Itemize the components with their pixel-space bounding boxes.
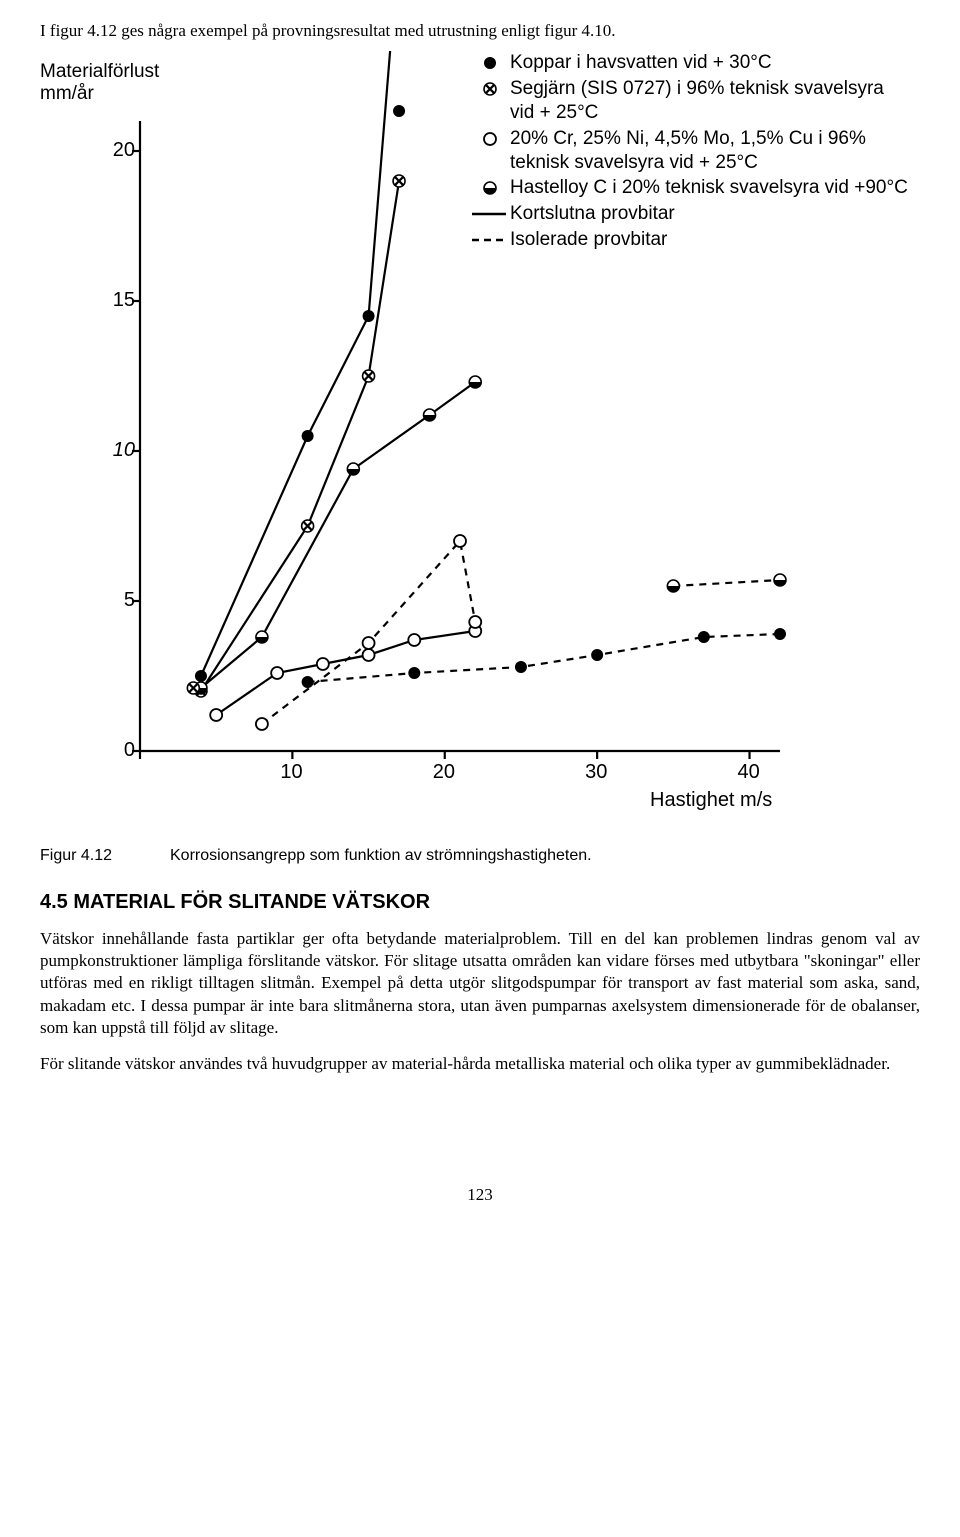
body-paragraph-1: Vätskor innehållande fasta partiklar ger… (40, 928, 920, 1038)
legend-item: Kortslutna provbitar (470, 202, 910, 226)
x-axis-label: Hastighet m/s (650, 789, 772, 812)
legend-text: Hastelloy C i 20% teknisk svavelsyra vid… (510, 176, 910, 200)
intro-paragraph: I figur 4.12 ges några exempel på provni… (40, 20, 920, 41)
legend-text: Koppar i havsvatten vid + 30°C (510, 51, 910, 75)
legend-item: Hastelloy C i 20% teknisk svavelsyra vid… (470, 176, 910, 200)
chart-legend: Koppar i havsvatten vid + 30°CSegjärn (S… (470, 51, 910, 254)
x-tick-label: 30 (585, 761, 607, 784)
legend-text: Kortslutna provbitar (510, 202, 910, 226)
figure-caption: Figur 4.12 Korrosionsangrepp som funktio… (40, 847, 920, 865)
page-number: 123 (40, 1185, 920, 1205)
legend-text: Segjärn (SIS 0727) i 96% teknisk svavels… (510, 77, 910, 125)
figure-caption-text: Korrosionsangrepp som funktion av strömn… (170, 847, 592, 865)
x-tick-label: 10 (280, 761, 302, 784)
legend-marker-open (470, 127, 510, 151)
x-tick-label: 20 (433, 761, 455, 784)
y-tick-label: 0 (95, 739, 135, 762)
section-heading: 4.5 MATERIAL FÖR SLITANDE VÄTSKOR (40, 891, 920, 914)
y-tick-label: 5 (95, 589, 135, 612)
y-tick-label: 10 (95, 439, 135, 462)
x-tick-label: 40 (738, 761, 760, 784)
figure-caption-label: Figur 4.12 (40, 847, 170, 865)
legend-marker-dash (470, 228, 510, 252)
body-paragraph-2: För slitande vätskor användes två huvudg… (40, 1053, 920, 1075)
legend-text: 20% Cr, 25% Ni, 4,5% Mo, 1,5% Cu i 96% t… (510, 127, 910, 175)
legend-marker-half (470, 176, 510, 200)
y-tick-label: 20 (95, 139, 135, 162)
legend-item: Isolerade provbitar (470, 228, 910, 252)
legend-text: Isolerade provbitar (510, 228, 910, 252)
chart-figure: Materialförlust mm/år 20151050 10203040 … (40, 51, 920, 841)
legend-marker-cross (470, 77, 510, 101)
legend-item: Koppar i havsvatten vid + 30°C (470, 51, 910, 75)
legend-item: Segjärn (SIS 0727) i 96% teknisk svavels… (470, 77, 910, 125)
y-tick-label: 15 (95, 289, 135, 312)
legend-item: 20% Cr, 25% Ni, 4,5% Mo, 1,5% Cu i 96% t… (470, 127, 910, 175)
legend-marker-filled (470, 51, 510, 75)
legend-marker-line (470, 202, 510, 226)
